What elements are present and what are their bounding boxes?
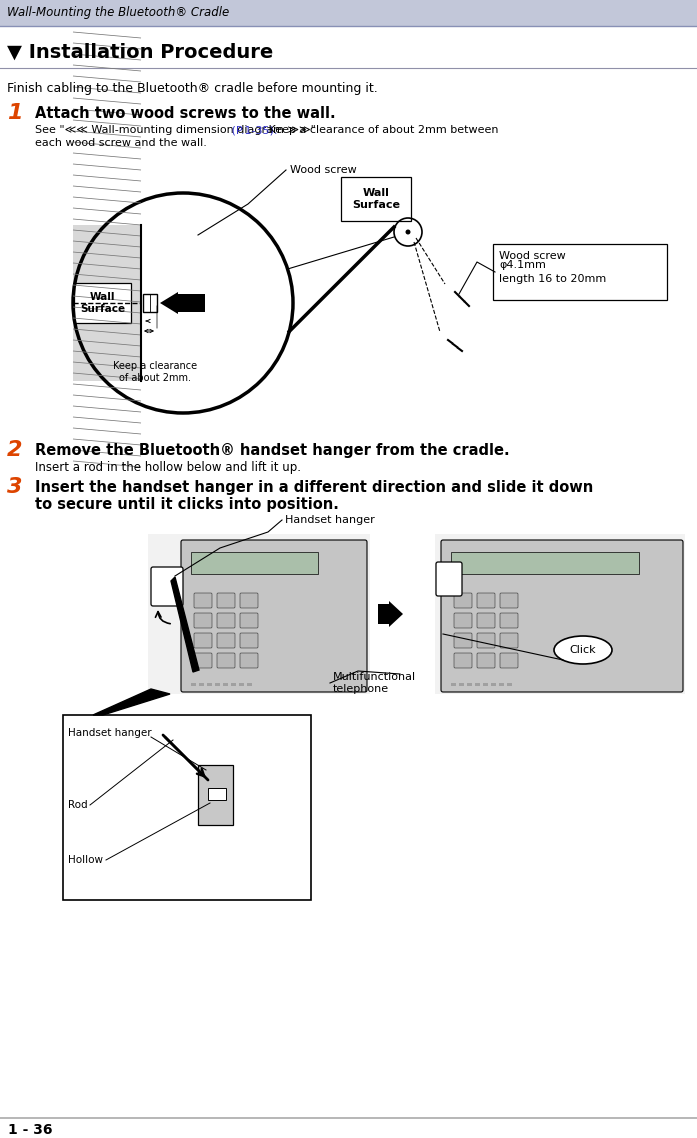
FancyBboxPatch shape (500, 593, 518, 608)
Bar (499, 683, 504, 686)
Text: Wall
Surface: Wall Surface (80, 291, 125, 314)
Bar (73, 225, 141, 381)
Bar (507, 683, 512, 686)
Text: Multifunctional
telephone: Multifunctional telephone (333, 671, 416, 694)
Text: 1: 1 (7, 104, 22, 123)
FancyBboxPatch shape (477, 613, 495, 628)
Bar (0, 24, 697, 27)
Text: Wall-Mounting the Bluetooth® Cradle: Wall-Mounting the Bluetooth® Cradle (7, 6, 229, 18)
FancyBboxPatch shape (500, 613, 518, 628)
Text: Hollow: Hollow (68, 855, 103, 865)
FancyBboxPatch shape (341, 178, 411, 221)
Bar (0, 3, 697, 6)
Bar (0, 0, 697, 3)
FancyBboxPatch shape (477, 593, 495, 608)
Bar (208, 787, 226, 800)
Bar (467, 683, 472, 686)
FancyBboxPatch shape (240, 653, 258, 668)
FancyBboxPatch shape (436, 562, 462, 596)
Text: 2: 2 (7, 440, 22, 460)
FancyBboxPatch shape (194, 593, 212, 608)
FancyBboxPatch shape (151, 567, 183, 607)
Text: Wood screw: Wood screw (290, 165, 357, 175)
Bar (475, 683, 480, 686)
Text: 3: 3 (7, 477, 22, 497)
Bar (148, 534, 370, 694)
FancyBboxPatch shape (454, 633, 472, 648)
FancyBboxPatch shape (240, 633, 258, 648)
FancyBboxPatch shape (74, 283, 131, 323)
FancyBboxPatch shape (454, 653, 472, 668)
Text: Insert the handset hanger in a different direction and slide it down: Insert the handset hanger in a different… (35, 479, 593, 495)
Bar (215, 683, 220, 686)
FancyBboxPatch shape (217, 613, 235, 628)
Text: Remove the Bluetooth® handset hanger from the cradle.: Remove the Bluetooth® handset hanger fro… (35, 443, 510, 457)
FancyBboxPatch shape (500, 633, 518, 648)
Text: Handset hanger: Handset hanger (68, 728, 152, 739)
Bar (247, 683, 252, 686)
Bar (239, 683, 244, 686)
FancyBboxPatch shape (477, 633, 495, 648)
Bar (223, 683, 228, 686)
Text: Wall
Surface: Wall Surface (352, 188, 400, 211)
Bar (0, 15, 697, 18)
Text: 1 - 36: 1 - 36 (8, 1123, 52, 1137)
FancyBboxPatch shape (454, 593, 472, 608)
Text: φ4.1mm
length 16 to 20mm: φ4.1mm length 16 to 20mm (499, 261, 606, 283)
Ellipse shape (554, 636, 612, 663)
FancyBboxPatch shape (217, 653, 235, 668)
FancyBboxPatch shape (441, 541, 683, 692)
Polygon shape (198, 765, 233, 825)
Polygon shape (171, 577, 199, 673)
Text: each wood screw and the wall.: each wood screw and the wall. (35, 138, 207, 148)
Bar (191, 683, 196, 686)
Text: See "≪≪ Wall-mounting dimension diagram ≫≫": See "≪≪ Wall-mounting dimension diagram … (35, 125, 316, 135)
FancyBboxPatch shape (63, 715, 311, 900)
Text: ▼ Installation Procedure: ▼ Installation Procedure (7, 42, 273, 61)
Bar (459, 683, 464, 686)
FancyArrow shape (378, 601, 403, 627)
Bar (231, 683, 236, 686)
FancyArrow shape (160, 292, 205, 314)
FancyBboxPatch shape (500, 653, 518, 668)
Text: Click: Click (569, 645, 597, 655)
FancyBboxPatch shape (240, 613, 258, 628)
Text: Finish cabling to the Bluetooth® cradle before mounting it.: Finish cabling to the Bluetooth® cradle … (7, 82, 378, 94)
FancyBboxPatch shape (217, 633, 235, 648)
FancyBboxPatch shape (194, 633, 212, 648)
Bar (435, 534, 685, 694)
Bar (451, 683, 456, 686)
FancyBboxPatch shape (477, 653, 495, 668)
Bar (0, 20, 697, 24)
Bar (451, 552, 639, 574)
Text: Handset hanger: Handset hanger (285, 516, 375, 525)
Bar (483, 683, 488, 686)
Text: Keep a clearance
of about 2mm.: Keep a clearance of about 2mm. (113, 361, 197, 384)
Bar (207, 683, 212, 686)
Bar (191, 552, 318, 574)
Bar (199, 683, 204, 686)
FancyBboxPatch shape (240, 593, 258, 608)
Bar (0, 18, 697, 20)
Bar (143, 294, 157, 312)
Bar (0, 9, 697, 13)
Circle shape (406, 230, 411, 234)
Bar (491, 683, 496, 686)
FancyBboxPatch shape (194, 613, 212, 628)
Text: to secure until it clicks into position.: to secure until it clicks into position. (35, 496, 339, 511)
FancyBboxPatch shape (217, 593, 235, 608)
Bar (0, 13, 697, 15)
FancyBboxPatch shape (454, 613, 472, 628)
Polygon shape (93, 688, 170, 715)
FancyBboxPatch shape (493, 244, 667, 300)
Bar (0, 6, 697, 9)
Text: (P.1-35).: (P.1-35). (228, 125, 277, 135)
Text: Rod: Rod (68, 800, 88, 810)
Text: Wood screw: Wood screw (499, 251, 566, 261)
Text: Keep a clearance of about 2mm between: Keep a clearance of about 2mm between (265, 125, 498, 135)
FancyBboxPatch shape (181, 541, 367, 692)
Text: Attach two wood screws to the wall.: Attach two wood screws to the wall. (35, 106, 336, 121)
FancyBboxPatch shape (194, 653, 212, 668)
Text: Insert a rod in the hollow below and lift it up.: Insert a rod in the hollow below and lif… (35, 461, 301, 473)
